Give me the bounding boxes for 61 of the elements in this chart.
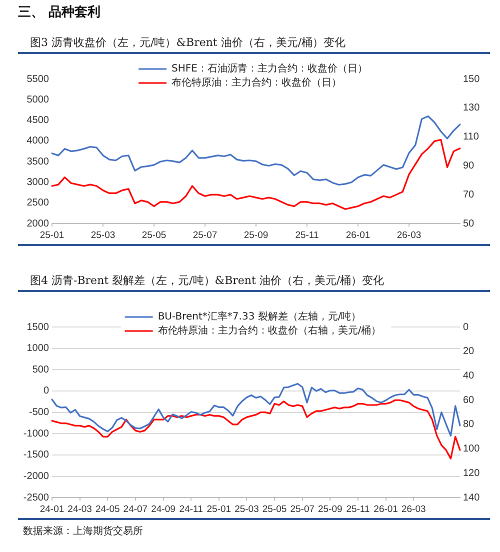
y2-tick-label: 150 bbox=[463, 74, 480, 85]
x-tick-label: 25-05 bbox=[142, 230, 166, 241]
y2-tick-label: 110 bbox=[463, 132, 480, 143]
legend-label: 布伦特原油：主力合约：收盘价（日） bbox=[172, 76, 342, 89]
x-tick-label: 24-09 bbox=[151, 504, 176, 515]
x-tick-label: 24-01 bbox=[40, 504, 64, 515]
y-tick-label: 2500 bbox=[26, 198, 50, 209]
x-tick-label: 26-03 bbox=[401, 504, 426, 515]
chart-title: 图3 沥青收盘价（左，元/吨）&Brent 油价（右，美元/桶）变化 bbox=[18, 34, 490, 54]
y-tick-label: -500 bbox=[28, 407, 50, 418]
legend-label: BU-Brent*汇率*7.33 裂解差（左轴，元/吨） bbox=[158, 310, 362, 323]
legend-label: SHFE：石油沥青：主力合约：收盘价（日） bbox=[172, 62, 368, 75]
x-tick-label: 26-03 bbox=[396, 230, 422, 241]
text: 三、 品种套利 bbox=[17, 4, 102, 22]
y-tick-label: -1000 bbox=[23, 428, 50, 440]
y-tick-label: 3000 bbox=[26, 177, 50, 188]
y-tick-label: 5500 bbox=[26, 74, 50, 85]
x-tick-label: 26-01 bbox=[374, 504, 398, 515]
y2-tick-label: 70 bbox=[463, 189, 475, 200]
x-tick-label: 25-07 bbox=[192, 230, 218, 241]
y2-tick-label: 20 bbox=[463, 346, 475, 358]
x-tick-label: 24-07 bbox=[123, 504, 148, 515]
y-tick-label: 1000 bbox=[26, 343, 50, 354]
y-tick-label: 1500 bbox=[26, 322, 50, 333]
x-tick-label: 25-11 bbox=[346, 504, 370, 515]
x-tick-label: 25-03 bbox=[90, 230, 116, 241]
y2-tick-label: 80 bbox=[463, 419, 475, 430]
x-tick-label: 25-05 bbox=[262, 504, 287, 515]
y-tick-label: 5000 bbox=[26, 94, 50, 106]
y2-tick-label: 50 bbox=[463, 218, 475, 230]
y2-tick-label: 120 bbox=[463, 468, 480, 479]
legend-label: 布伦特原油：主力合约：收盘价（右轴，美元/桶） bbox=[158, 324, 382, 337]
source-note: 数据来源：上海期货交易所 bbox=[18, 520, 490, 539]
x-tick-label: 24-05 bbox=[95, 504, 120, 515]
x-tick-label: 26-01 bbox=[346, 230, 370, 241]
y-tick-label: 2000 bbox=[26, 218, 50, 230]
y2-tick-label: 60 bbox=[463, 394, 475, 406]
y-tick-label: 4500 bbox=[26, 115, 50, 126]
y-tick-label: 4000 bbox=[26, 136, 50, 147]
x-tick-label: 25-11 bbox=[295, 230, 319, 241]
y2-tick-label: 130 bbox=[463, 102, 480, 114]
y-tick-label: -2500 bbox=[23, 492, 50, 504]
chart-title: 图4 沥青-Brent 裂解差（左，元/吨）&Brent 油价（右，美元/桶）变化 bbox=[18, 272, 490, 292]
x-tick-label: 25-03 bbox=[234, 504, 259, 515]
y-tick-label: -1500 bbox=[23, 450, 50, 461]
y2-tick-label: 140 bbox=[463, 492, 480, 504]
x-tick-label: 24-11 bbox=[179, 504, 203, 515]
y2-tick-label: 0 bbox=[463, 322, 469, 333]
x-tick-label: 25-09 bbox=[318, 504, 342, 515]
y-tick-label: 500 bbox=[32, 364, 50, 376]
x-tick-label: 24-03 bbox=[68, 504, 92, 515]
y-tick-label: 3500 bbox=[26, 156, 50, 168]
x-tick-label: 25-01 bbox=[206, 504, 232, 515]
x-tick-label: 25-09 bbox=[244, 230, 268, 241]
x-tick-label: 25-07 bbox=[290, 504, 315, 515]
y2-tick-label: 100 bbox=[463, 444, 480, 455]
y-tick-label: -2000 bbox=[23, 471, 50, 482]
y-tick-label: 0 bbox=[43, 386, 50, 397]
x-tick-label: 25-01 bbox=[40, 230, 64, 241]
y2-tick-label: 40 bbox=[463, 370, 475, 382]
y2-tick-label: 90 bbox=[463, 160, 475, 172]
